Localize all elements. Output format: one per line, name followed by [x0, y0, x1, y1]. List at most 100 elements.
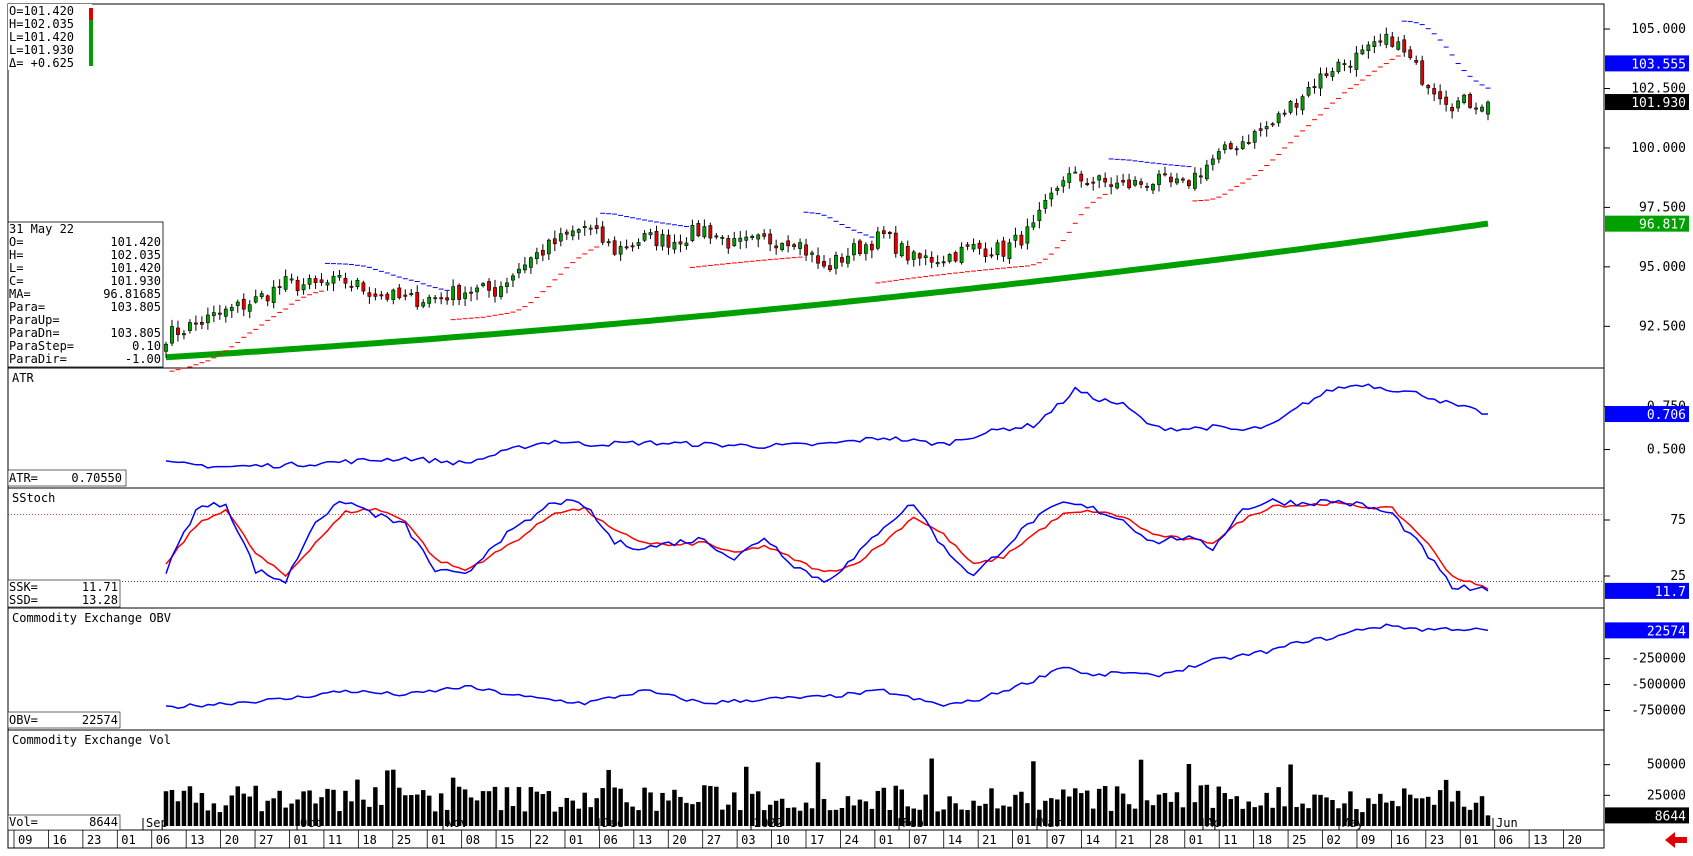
volume-bar [1390, 800, 1395, 826]
candle-body [660, 234, 665, 247]
volume-bar [379, 804, 384, 826]
volume-bar [738, 810, 743, 826]
info-box-key: MA= [9, 287, 31, 301]
ohlc-legend-box [8, 4, 92, 70]
price-panel: 105.000 102.500 100.000 97.500 95.000 92.500 1… [164, 20, 1689, 372]
candle-body [618, 246, 623, 255]
candle-body [205, 314, 210, 324]
volume-bar [391, 769, 396, 826]
volume-bar [1449, 801, 1455, 826]
candle-body [439, 297, 444, 300]
obv-axis-tick-label: -500000 [1631, 678, 1686, 693]
volume-bar [175, 801, 181, 826]
candle-body [427, 296, 432, 304]
volume-bar [1031, 761, 1036, 826]
info-box-date: 31 May 22 [9, 222, 74, 236]
volume-bar [1144, 800, 1150, 826]
candle-body [846, 255, 850, 264]
volume-bar [1013, 794, 1018, 826]
candle-body [528, 257, 533, 268]
ohlc-legend-line: L=101.420 [9, 30, 74, 44]
candle-body [1324, 73, 1329, 77]
candle-body [164, 343, 168, 352]
candle-body [1145, 185, 1149, 188]
volume-bar [1252, 807, 1257, 826]
candle-body [283, 276, 288, 290]
volume-bar [516, 787, 522, 826]
volume-bar [1467, 809, 1473, 826]
candle-body [1043, 200, 1048, 209]
candle-body [1396, 41, 1401, 50]
volume-bar [1198, 785, 1204, 826]
month-label: Oct [300, 816, 322, 830]
scroll-left-arrow-icon[interactable] [1665, 832, 1687, 848]
volume-bar [552, 811, 558, 826]
volume-bar [1156, 794, 1162, 826]
candle-body [1187, 180, 1191, 187]
volume-bar [1288, 764, 1293, 826]
price-axis-tick-label: 97.500 [1639, 200, 1686, 215]
date-tick-label: 11 [328, 833, 342, 847]
volume-bar [247, 796, 252, 826]
volume-bar [331, 789, 336, 826]
volume-bar [217, 812, 223, 826]
date-tick-label: 07 [913, 833, 927, 847]
vol-panel-title: Commodity Exchange Vol [12, 733, 171, 747]
candle-body [170, 326, 174, 344]
candle-body [977, 242, 982, 249]
candle-body [1240, 141, 1245, 149]
volume-bar [1384, 802, 1389, 826]
candle-body [1402, 39, 1407, 53]
candle-body [654, 231, 659, 247]
volume-bar [929, 758, 934, 826]
ohlc-legend-line: H=102.035 [9, 17, 74, 31]
volume-bar [1324, 797, 1329, 826]
volume-bar [283, 807, 288, 826]
close-value-tag-label: 101.930 [1631, 96, 1686, 111]
info-box-value: 103.805 [110, 300, 161, 314]
volume-bar [582, 792, 587, 826]
volume-bar [821, 798, 827, 826]
volume-bar [1162, 793, 1168, 826]
para-value-tag [1605, 55, 1689, 72]
close-value-tag [1605, 94, 1689, 111]
candle-body [630, 245, 635, 248]
candle-body [1109, 184, 1114, 187]
volume-bar [618, 788, 623, 826]
vol-readout-label: Vol= [9, 815, 38, 829]
volume-bar [1055, 799, 1060, 826]
candle-body [642, 233, 647, 241]
candle-body [1216, 151, 1221, 160]
volume-bar [1413, 798, 1419, 826]
candle-body [1151, 184, 1155, 191]
candle-body [499, 286, 503, 297]
volume-bar [875, 790, 881, 826]
volume-bar [672, 789, 677, 826]
candle-body [1019, 234, 1024, 246]
volume-bar [749, 793, 755, 826]
moving-average-line [165, 220, 1489, 361]
volume-bar [839, 807, 845, 826]
candle-body [229, 307, 234, 311]
date-tick-label: 01 [293, 833, 307, 847]
candle-body [403, 294, 408, 297]
volume-bar [1007, 806, 1012, 826]
candle-body [1037, 209, 1042, 221]
volume-bar [1336, 808, 1341, 826]
candle-body [367, 292, 372, 297]
month-label: Jun [1496, 816, 1518, 830]
info-box-value: -1.00 [125, 352, 161, 366]
volume-bar [1186, 763, 1192, 826]
volume-bar [229, 795, 235, 826]
volume-bar [271, 798, 276, 826]
candle-body [176, 327, 180, 335]
volume-bar [337, 811, 342, 826]
vol-value-tag-label: 8644 [1655, 809, 1686, 824]
date-tick-label: 13 [190, 833, 204, 847]
volume-bar [1366, 798, 1371, 826]
candle-body [732, 238, 737, 246]
volume-bar [522, 811, 528, 826]
candle-body [696, 223, 701, 237]
month-label: 2022 [754, 816, 783, 830]
volume-bar [1348, 791, 1353, 826]
